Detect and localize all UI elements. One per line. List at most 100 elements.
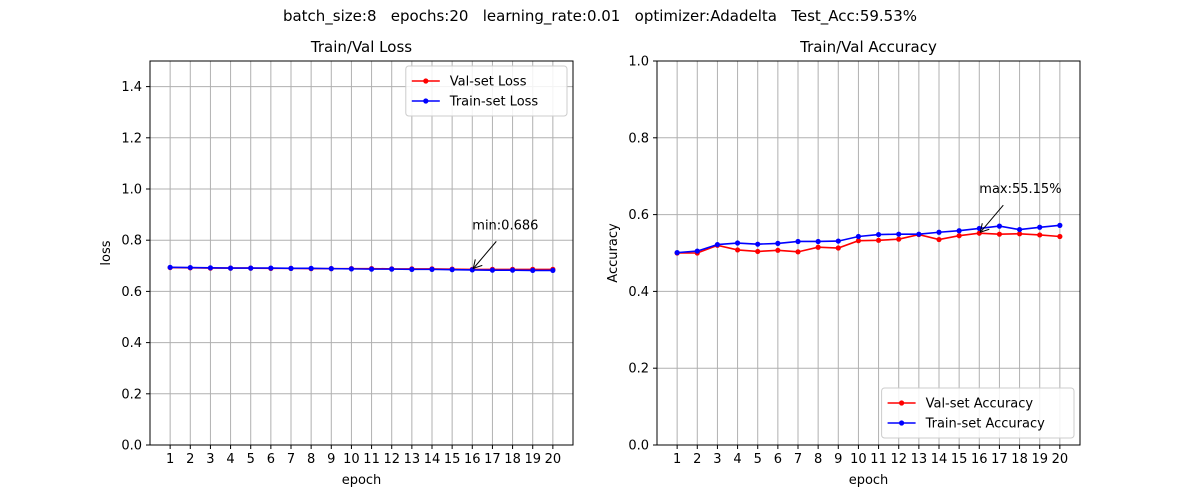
acc-x-tick-label: 19 [1031, 452, 1048, 467]
acc-x-tick-label: 10 [850, 452, 867, 467]
acc-series-line-1 [677, 224, 1060, 254]
loss-x-tick-label: 19 [524, 452, 541, 467]
loss-data-point [248, 265, 254, 271]
acc-chart-title: Train/Val Accuracy [799, 38, 937, 56]
loss-annotation-arrowhead [472, 259, 483, 270]
loss-y-axis-label: loss [99, 240, 114, 265]
acc-legend-label-0: Val-set Accuracy [926, 397, 1034, 412]
loss-y-tick-label: 0.0 [121, 439, 142, 454]
loss-x-tick-label: 5 [247, 452, 255, 467]
loss-chart-title: Train/Val Loss [310, 38, 412, 56]
acc-data-point [815, 244, 821, 250]
acc-annotation-arrowhead [979, 223, 990, 233]
acc-data-point [795, 238, 801, 245]
acc-legend-marker-0 [899, 400, 905, 406]
acc-y-tick-label: 0.6 [628, 208, 649, 223]
acc-data-point [875, 237, 882, 243]
loss-x-tick-label: 14 [424, 452, 441, 467]
loss-data-point [409, 266, 415, 272]
loss-legend: Val-set Loss Train-set Loss [405, 65, 568, 117]
loss-annotation-label: min:0.686 [472, 218, 538, 233]
acc-x-tick-label: 16 [971, 452, 988, 467]
loss-data-point [368, 266, 375, 272]
loss-y-tick-label: 0.8 [121, 234, 142, 249]
loss-series-line-1 [170, 266, 553, 272]
loss-y-tick-label: 0.4 [121, 336, 142, 351]
acc-x-tick-label: 20 [1052, 452, 1069, 467]
acc-axes-frame [656, 60, 1081, 446]
acc-data-point [734, 247, 741, 253]
loss-data-point [389, 266, 395, 272]
loss-legend-marker-0 [423, 78, 429, 84]
acc-data-point [996, 231, 1003, 237]
acc-chart: 1 2 3 4 5 6 7 8 9 10 11 12 13 14 15 16 17 18 19 200.00.20.4… [606, 38, 1081, 488]
acc-data-point [1057, 222, 1063, 228]
acc-data-point [916, 231, 922, 237]
acc-data-point [936, 229, 942, 235]
acc-data-point [734, 240, 741, 246]
loss-y-tick-label: 1.0 [121, 183, 142, 198]
acc-data-point [694, 248, 700, 254]
loss-y-tick-label: 0.2 [121, 387, 142, 402]
acc-data-point [795, 249, 801, 255]
acc-legend: Val-set Accuracy Train-set Accuracy [881, 387, 1075, 439]
loss-data-point [348, 266, 355, 272]
loss-x-tick-label: 9 [327, 452, 335, 467]
loss-data-point [429, 266, 435, 272]
acc-y-tick-label: 0.0 [628, 439, 649, 454]
loss-x-axis-label: epoch [342, 473, 382, 488]
loss-x-tick-label: 6 [267, 452, 275, 467]
loss-data-point [489, 267, 496, 273]
acc-data-point [775, 247, 781, 253]
acc-x-tick-label: 4 [733, 452, 741, 467]
loss-x-tick-label: 13 [404, 452, 421, 467]
loss-data-point [268, 265, 274, 271]
acc-data-point [1037, 232, 1043, 238]
acc-data-point [855, 233, 862, 240]
loss-x-tick-label: 11 [363, 452, 380, 467]
loss-x-tick-label: 16 [464, 452, 481, 467]
acc-data-point [714, 241, 721, 248]
loss-data-point [167, 264, 173, 270]
acc-data-point [996, 223, 1003, 229]
acc-x-axis-label: epoch [849, 473, 889, 488]
acc-data-point [896, 236, 902, 242]
acc-data-point [775, 240, 781, 246]
acc-y-tick-label: 0.2 [628, 362, 649, 377]
loss-x-tick-label: 8 [307, 452, 315, 467]
acc-x-tick-label: 11 [870, 452, 887, 467]
loss-y-tick-label: 0.6 [121, 285, 142, 300]
acc-data-point [936, 236, 942, 243]
loss-data-point [328, 266, 334, 272]
acc-x-tick-label: 15 [951, 452, 968, 467]
acc-data-point [755, 248, 761, 255]
acc-data-point [896, 231, 902, 237]
loss-annotation-arrow [473, 241, 497, 268]
loss-legend-box [405, 65, 568, 117]
acc-x-tick-label: 7 [794, 452, 802, 467]
loss-legend-label-1: Train-set Loss [449, 95, 539, 110]
acc-x-tick-label: 17 [991, 452, 1008, 467]
acc-legend-box [881, 387, 1075, 439]
acc-data-point [674, 250, 680, 256]
loss-x-tick-label: 2 [186, 452, 194, 467]
loss-x-tick-label: 20 [545, 452, 562, 467]
acc-x-tick-label: 6 [774, 452, 782, 467]
loss-x-tick-label: 7 [287, 452, 295, 467]
acc-data-point [875, 231, 882, 238]
loss-x-tick-label: 17 [484, 452, 501, 467]
loss-y-tick-label: 1.2 [121, 131, 142, 146]
loss-data-point [550, 267, 556, 274]
acc-y-tick-label: 1.0 [628, 55, 649, 70]
loss-x-tick-label: 1 [166, 452, 174, 467]
acc-x-tick-label: 8 [814, 452, 822, 467]
acc-legend-label-1: Train-set Accuracy [925, 417, 1046, 432]
acc-y-tick-label: 0.4 [628, 285, 649, 300]
acc-data-point [1016, 231, 1023, 237]
acc-x-tick-label: 9 [834, 452, 842, 467]
acc-y-tick-label: 0.8 [628, 131, 649, 146]
acc-x-tick-label: 5 [754, 452, 762, 467]
acc-data-point [956, 233, 962, 239]
loss-data-point [207, 265, 214, 271]
